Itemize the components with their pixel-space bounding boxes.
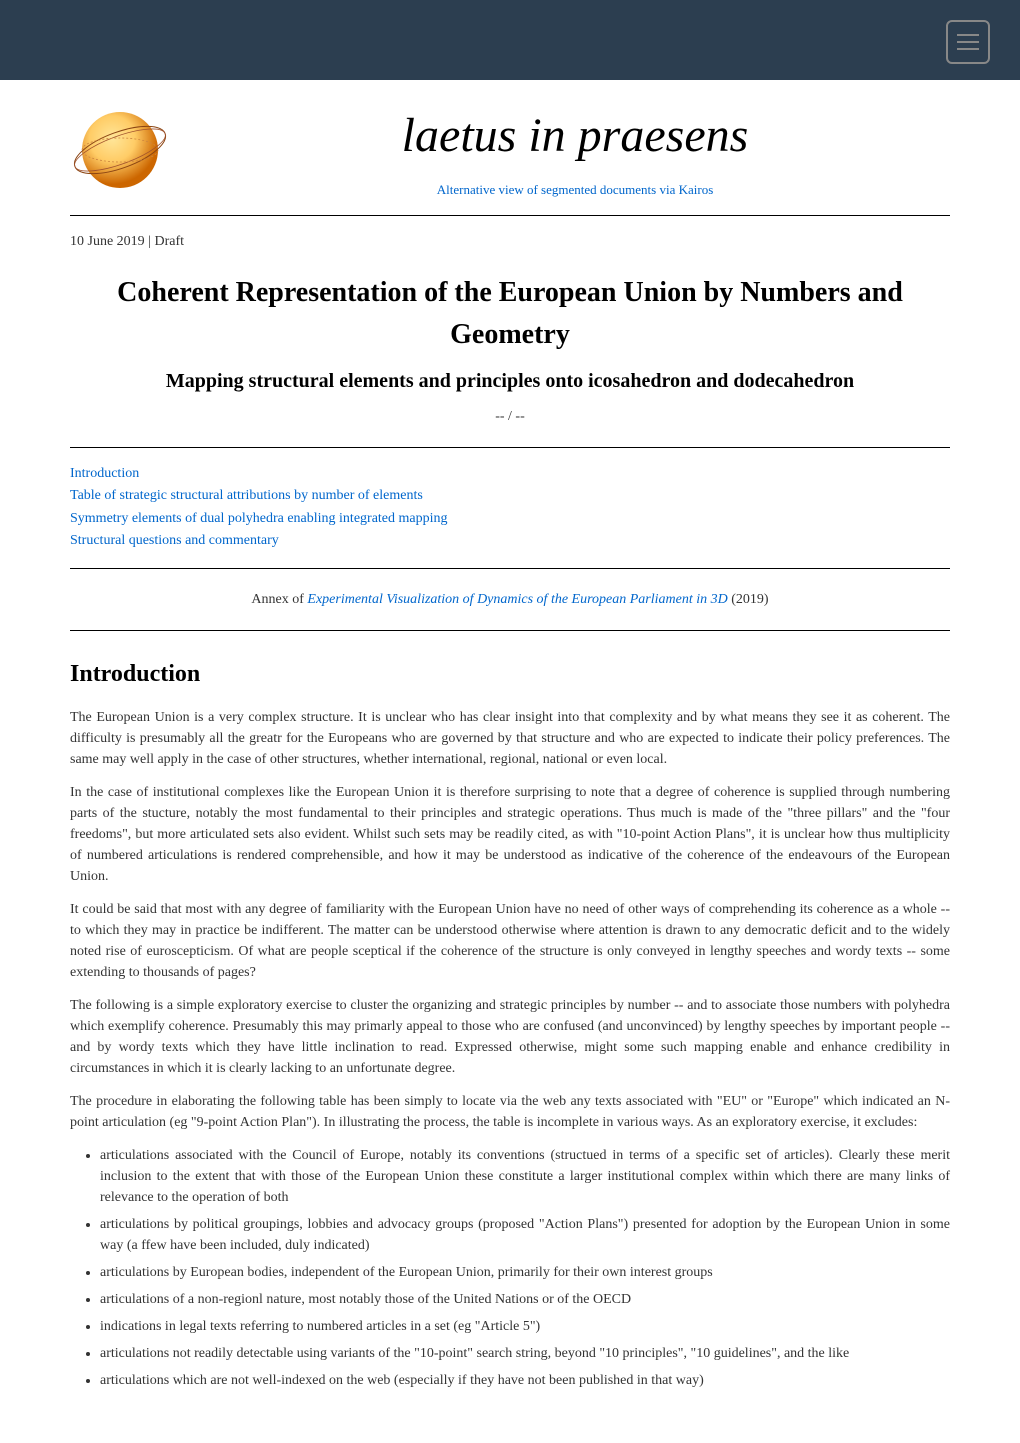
annex-line: Annex of Experimental Visualization of D… bbox=[70, 589, 950, 610]
hamburger-menu-button[interactable] bbox=[946, 20, 990, 64]
page-title: Coherent Representation of the European … bbox=[70, 272, 950, 356]
annex-prefix: Annex of bbox=[251, 592, 307, 607]
annex-link[interactable]: Experimental Visualization of Dynamics o… bbox=[307, 592, 727, 607]
divider bbox=[70, 630, 950, 631]
main-content: laetus in praesens Alternative view of s… bbox=[30, 80, 990, 1423]
list-item: articulations not readily detectable usi… bbox=[100, 1343, 950, 1364]
list-item: articulations of a non-regionl nature, m… bbox=[100, 1289, 950, 1310]
logo-title-row: laetus in praesens Alternative view of s… bbox=[70, 100, 950, 200]
annex-year: (2019) bbox=[728, 592, 769, 607]
subtitle-link[interactable]: Alternative view of segmented documents … bbox=[200, 180, 950, 200]
list-item: articulations which are not well-indexed… bbox=[100, 1370, 950, 1391]
paragraph: The European Union is a very complex str… bbox=[70, 707, 950, 770]
nav-link-introduction[interactable]: Introduction bbox=[70, 463, 950, 485]
site-title: laetus in praesens bbox=[200, 100, 950, 172]
divider bbox=[70, 447, 950, 448]
nav-link-structural[interactable]: Structural questions and commentary bbox=[70, 530, 950, 552]
top-header bbox=[0, 0, 1020, 80]
divider bbox=[70, 215, 950, 216]
hamburger-line bbox=[957, 48, 979, 50]
list-item: articulations by European bodies, indepe… bbox=[100, 1262, 950, 1283]
exclusion-list: articulations associated with the Counci… bbox=[70, 1145, 950, 1391]
site-logo bbox=[70, 100, 170, 200]
nav-link-symmetry[interactable]: Symmetry elements of dual polyhedra enab… bbox=[70, 508, 950, 530]
section-heading: Introduction bbox=[70, 656, 950, 692]
paragraph: The following is a simple exploratory ex… bbox=[70, 995, 950, 1079]
nav-link-table[interactable]: Table of strategic structural attributio… bbox=[70, 485, 950, 507]
hamburger-line bbox=[957, 41, 979, 43]
paragraph: It could be said that most with any degr… bbox=[70, 899, 950, 983]
list-item: articulations by political groupings, lo… bbox=[100, 1214, 950, 1256]
divider bbox=[70, 568, 950, 569]
logo-svg bbox=[70, 100, 170, 200]
list-item: articulations associated with the Counci… bbox=[100, 1145, 950, 1208]
paragraph: In the case of institutional complexes l… bbox=[70, 782, 950, 887]
hamburger-line bbox=[957, 34, 979, 36]
date-draft-line: 10 June 2019 | Draft bbox=[70, 231, 950, 252]
page-subtitle: Mapping structural elements and principl… bbox=[70, 366, 950, 396]
title-block: laetus in praesens Alternative view of s… bbox=[200, 100, 950, 200]
paragraph: The procedure in elaborating the followi… bbox=[70, 1091, 950, 1133]
nav-links: Introduction Table of strategic structur… bbox=[70, 463, 950, 553]
list-item: indications in legal texts referring to … bbox=[100, 1316, 950, 1337]
dashes-separator: -- / -- bbox=[70, 406, 950, 427]
